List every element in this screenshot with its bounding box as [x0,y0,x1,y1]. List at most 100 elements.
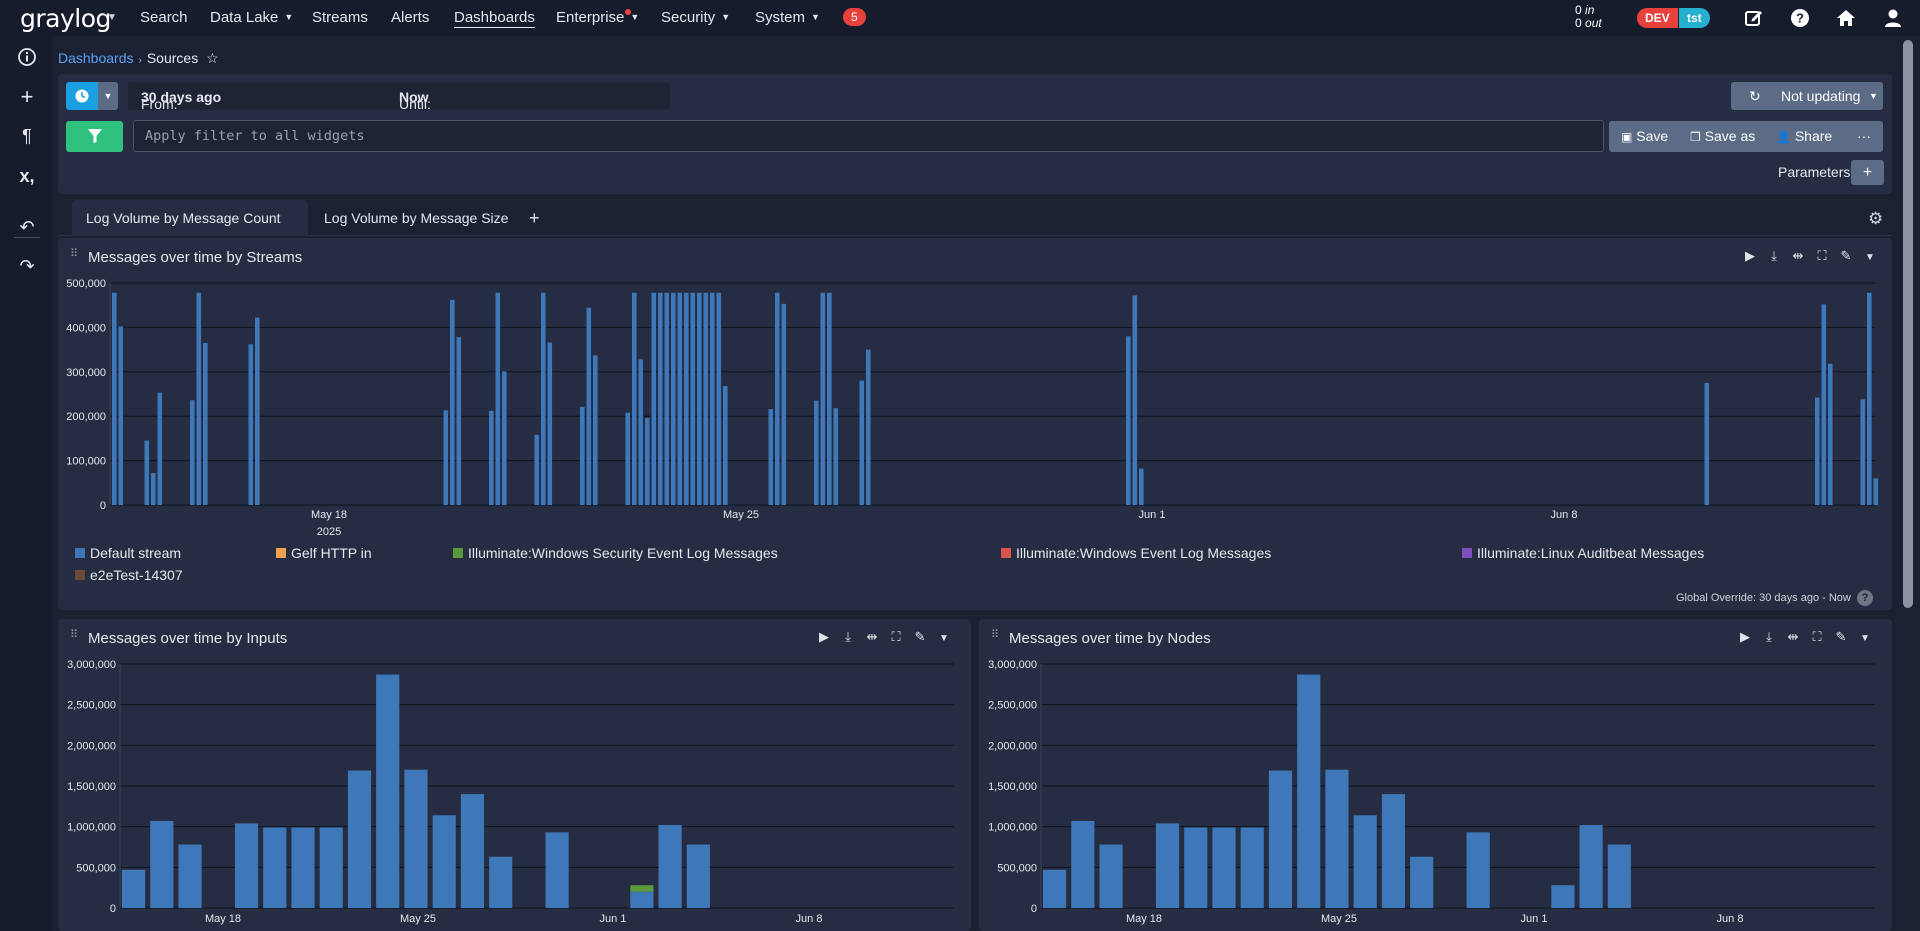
refresh-interval-button[interactable]: ↻ Not updating ▼ [1731,82,1883,110]
help-icon[interactable]: ? [1857,590,1873,606]
chevron-down-icon[interactable]: ▼ [939,633,949,644]
gear-icon[interactable]: ⚙ [1868,209,1884,228]
nodes-chart: 0 500,000 1,000,000 1,500,000 2,000,000 2,500… [988,659,1875,925]
chart-bar [866,349,871,505]
home-icon[interactable] [1836,8,1856,28]
filter-input[interactable]: Apply filter to all widgets [133,120,1604,152]
plus-icon[interactable]: + [20,84,34,109]
legend-swatch [276,548,286,558]
chart-bar [664,292,670,505]
more-actions-button[interactable]: ··· [1848,121,1883,152]
filter-button[interactable] [66,121,123,152]
chart-bar [150,820,174,908]
legend-e2etest[interactable]: e2eTest-14307 [75,567,183,583]
chart-bar [1873,478,1879,505]
chart-bar [638,359,644,505]
legend-linux-auditbeat[interactable]: Illuminate:Linux Auditbeat Messages [1462,545,1704,561]
chevron-down-icon[interactable]: ▼ [1860,633,1870,644]
nav-streams[interactable]: Streams [312,9,368,26]
throughput-out-value: 0 [1575,16,1582,30]
paragraph-icon[interactable]: ¶ [22,126,32,146]
save-button[interactable]: ▣ Save [1609,121,1678,152]
favorite-star-icon[interactable]: ☆ [206,50,219,66]
widget-actions: ▶ ⤓ ⇹ ⛶ ✎ ▼ [1738,248,1882,266]
drag-handle-icon[interactable]: ⠿ [70,248,80,260]
chart-bar [534,434,540,505]
time-range-button[interactable] [66,82,98,110]
y-tick-label: 500,000 [66,278,106,290]
time-range-display[interactable]: From: 30 days ago Until: Now [128,82,670,112]
help-icon[interactable]: ? [1790,8,1810,28]
chart-bar [545,832,569,908]
throughput-in-value: 0 [1575,3,1582,17]
tab-log-volume-size[interactable]: Log Volume by Message Size [310,200,522,236]
chart-bar [1043,869,1067,908]
edit-icon[interactable]: ✎ [1835,629,1847,644]
download-icon[interactable]: ⤓ [1766,629,1772,644]
nav-alerts[interactable]: Alerts [391,9,430,26]
legend-windows-event-log[interactable]: Illuminate:Windows Event Log Messages [1001,545,1271,561]
nav-enterprise[interactable]: Enterprise ▼ [556,9,640,26]
graylog-logo[interactable]: graylog [20,4,111,33]
parameter-icon[interactable]: x, [19,166,35,186]
expand-icon[interactable]: ⇹ [1792,248,1804,263]
legend-swatch [453,548,463,558]
notification-count-badge[interactable]: 5 [843,8,866,26]
chart-bar [144,440,150,505]
fullscreen-icon[interactable]: ⛶ [1817,248,1827,263]
chart-bar [645,417,650,505]
chart-bar [1212,827,1236,908]
redo-icon[interactable]: ↷ [19,256,35,276]
time-range-dropdown[interactable]: ▼ [98,82,118,110]
add-parameter-button[interactable]: + [1851,160,1884,185]
legend-gelf-http-in[interactable]: Gelf HTTP in [276,545,372,561]
chart-bar [190,400,195,505]
edit-icon[interactable]: ✎ [1840,248,1852,263]
y-tick-label: 0 [100,500,106,512]
undo-icon[interactable]: ↶ [19,217,35,237]
play-icon[interactable]: ▶ [1740,629,1750,644]
chart-bar [684,292,689,505]
drag-handle-icon[interactable]: ⠿ [991,629,1001,641]
chevron-down-icon[interactable]: ▼ [107,12,117,23]
play-icon[interactable]: ▶ [1745,248,1755,263]
chevron-down-icon[interactable]: ▼ [1865,252,1875,263]
fullscreen-icon[interactable]: ⛶ [891,629,901,644]
drag-handle-icon[interactable]: ⠿ [70,629,80,641]
nav-dashboards[interactable]: Dashboards [454,9,535,28]
x-tick-label: May 18 [1126,913,1162,925]
nav-security[interactable]: Security ▼ [661,9,731,26]
edit-icon[interactable] [1744,8,1764,28]
legend-label: Illuminate:Linux Auditbeat Messages [1477,545,1705,561]
fullscreen-icon[interactable]: ⛶ [1812,629,1822,644]
legend-windows-security[interactable]: Illuminate:Windows Security Event Log Me… [453,545,778,561]
x-tick-label: May 25 [723,509,759,521]
download-icon[interactable]: ⤓ [1771,248,1777,263]
chart-bar [263,827,287,908]
breadcrumb-dashboards-link[interactable]: Dashboards [58,50,134,66]
save-as-button[interactable]: ❐ Save as [1678,121,1764,152]
expand-icon[interactable]: ⇹ [1787,629,1799,644]
tab-log-volume-count[interactable]: Log Volume by Message Count ▼ [72,200,308,261]
nav-search[interactable]: Search [140,9,188,26]
widget-title: Messages over time by Streams [88,249,303,266]
nav-data-lake[interactable]: Data Lake ▼ [210,9,294,26]
chart-bar [1099,844,1123,908]
throughput-indicator[interactable]: 0 in 0 out [1575,4,1602,30]
chart-bar [151,473,156,505]
share-button[interactable]: 👤 Share [1764,121,1848,152]
add-tab-button[interactable]: + [529,208,540,228]
chart-bar [1821,304,1827,505]
chart-bar [1815,397,1820,505]
legend-default-stream[interactable]: Default stream [75,545,181,561]
download-icon[interactable]: ⤓ [845,629,851,644]
edit-icon[interactable]: ✎ [914,629,926,644]
play-icon[interactable]: ▶ [819,629,829,644]
info-icon[interactable] [16,47,38,69]
expand-icon[interactable]: ⇹ [866,629,878,644]
chart-bar [547,342,553,505]
scrollbar[interactable] [1903,40,1913,608]
user-icon[interactable] [1883,8,1903,28]
nav-system[interactable]: System ▼ [755,9,820,26]
chart-bar [723,386,728,505]
